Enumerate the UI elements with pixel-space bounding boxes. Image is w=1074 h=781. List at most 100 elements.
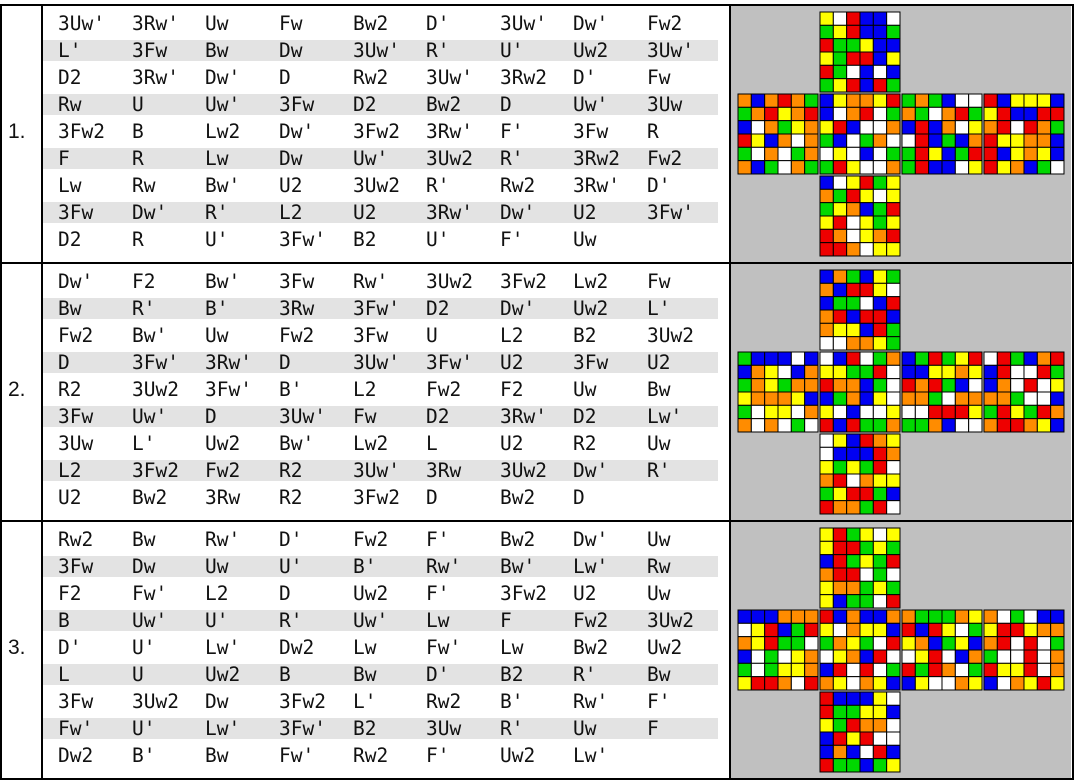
sticker (954, 662, 970, 678)
sticker (872, 649, 888, 664)
scramble-move: L2 (500, 324, 524, 347)
sticker (777, 378, 792, 393)
sticker (886, 744, 901, 760)
sticker (846, 758, 861, 773)
scramble-move: Uw (205, 555, 229, 578)
scramble-move: Rw (647, 555, 671, 578)
sticker (819, 500, 834, 515)
scramble-move: U2 (353, 201, 377, 224)
sticker (804, 93, 819, 108)
sticker (968, 160, 983, 175)
sticker (1010, 636, 1025, 651)
sticker (1050, 160, 1065, 175)
sticker (859, 580, 874, 596)
sticker (777, 609, 792, 624)
scramble-move: B' (205, 297, 229, 320)
sticker (859, 460, 874, 475)
sticker (872, 188, 888, 204)
scramble-move: Dw' (58, 270, 94, 293)
scramble-move: D (58, 351, 70, 374)
sticker (832, 351, 848, 366)
sticker (954, 351, 970, 366)
scramble-move: Lw' (573, 555, 609, 578)
scramble-move: R' (279, 609, 303, 632)
sticker (819, 540, 834, 556)
sticker (846, 636, 861, 651)
sticker (996, 378, 1012, 393)
scramble-move: D (279, 351, 291, 374)
sticker (886, 146, 901, 162)
scramble-move: Bw (58, 297, 82, 320)
sticker (859, 93, 874, 108)
sticker (886, 133, 901, 148)
scramble-move: L (426, 432, 438, 455)
sticker (777, 351, 792, 366)
sticker (886, 296, 901, 311)
scramble-move: Uw (573, 717, 597, 740)
sticker (790, 404, 806, 420)
sticker (832, 527, 848, 542)
sticker (872, 202, 888, 217)
sticker (859, 500, 874, 515)
sticker (886, 594, 901, 609)
alternate-line-shading (43, 298, 718, 319)
sticker (886, 486, 901, 502)
scramble-move: R (132, 228, 144, 251)
sticker (914, 676, 930, 691)
scramble-move: 3Fw (573, 120, 609, 143)
sticker (846, 609, 861, 624)
sticker (954, 93, 970, 108)
sticker (859, 296, 874, 311)
sticker (968, 351, 983, 366)
sticker (859, 64, 874, 80)
sticker (996, 391, 1012, 406)
sticker (819, 649, 834, 664)
sticker (764, 676, 779, 691)
scramble-move: U2 (500, 432, 524, 455)
sticker (941, 636, 956, 651)
scramble-move: Uw (647, 582, 671, 605)
sticker (832, 418, 848, 433)
sticker (859, 351, 874, 366)
sticker (790, 662, 806, 678)
sticker (832, 51, 848, 66)
scramble-row-frame (0, 520, 1074, 780)
sticker (1036, 609, 1052, 624)
sticker (846, 486, 861, 502)
sticker (886, 527, 901, 542)
sticker (832, 106, 848, 122)
sticker (859, 133, 874, 148)
sticker (859, 228, 874, 244)
sticker (819, 228, 834, 244)
sticker (846, 500, 861, 515)
cube-net-preview (731, 264, 1071, 520)
sticker (846, 64, 861, 80)
sticker (777, 622, 792, 638)
sticker (886, 188, 901, 204)
scramble-move: Bw' (205, 174, 241, 197)
sticker (832, 309, 848, 324)
sticker (968, 93, 983, 108)
scramble-move: Fw (647, 66, 671, 89)
sticker (819, 93, 834, 108)
scramble-move: L2 (205, 582, 229, 605)
sticker (872, 540, 888, 556)
sticker (996, 676, 1012, 691)
sticker (941, 649, 956, 664)
sticker (804, 418, 819, 433)
sticker (832, 228, 848, 244)
sticker (846, 649, 861, 664)
scramble-move: 3Rw2 (573, 147, 620, 170)
scramble-move: Rw2 (58, 528, 94, 551)
scramble-move: Dw' (132, 201, 168, 224)
sticker (737, 133, 752, 148)
sticker (790, 93, 806, 108)
sticker (886, 336, 901, 351)
sticker (764, 391, 779, 406)
sticker (941, 622, 956, 638)
sticker (819, 704, 834, 720)
sticker (859, 540, 874, 556)
alternate-line-shading (43, 556, 718, 577)
sticker (901, 93, 916, 108)
preview-column-divider (729, 520, 731, 778)
